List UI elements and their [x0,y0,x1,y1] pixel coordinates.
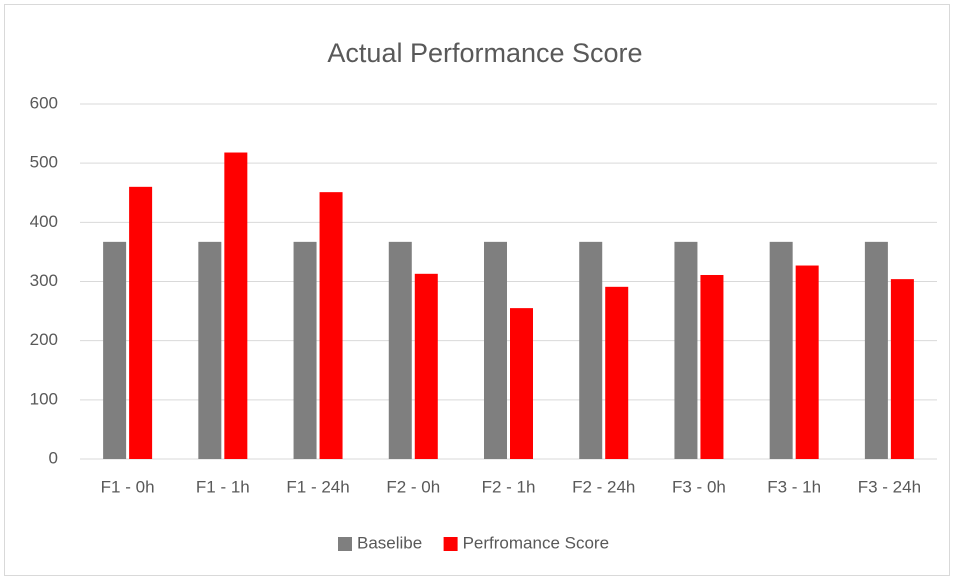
y-tick-label: 500 [30,153,58,172]
bar [293,241,317,459]
bar [700,274,724,459]
bar [224,152,248,459]
y-tick-label: 100 [30,389,58,408]
bar [769,241,793,459]
bar [864,241,888,459]
bar [890,279,914,459]
y-tick-label: 600 [30,93,58,112]
bar [484,241,507,459]
x-tick-label: F3 - 1h [767,477,821,496]
x-tick-label: F1 - 24h [286,477,349,496]
bar [414,273,438,459]
bar [510,308,533,459]
bar [388,241,412,459]
bar [674,241,698,459]
bar [319,192,343,460]
bar [795,265,819,459]
x-tick-label: F1 - 0h [101,477,155,496]
bar [198,241,222,459]
y-tick-label: 200 [30,330,58,349]
x-tick-label: F2 - 24h [572,477,635,496]
bar [579,241,603,459]
y-tick-label: 300 [30,271,58,290]
bar [129,186,153,460]
x-tick-label: F3 - 24h [858,477,921,496]
legend-label: Perfromance Score [463,533,609,552]
x-tick-label: F2 - 0h [386,477,440,496]
x-tick-label: F3 - 0h [672,477,726,496]
bar [605,286,629,459]
chart-title: Actual Performance Score [327,38,642,68]
x-tick-label: F1 - 1h [196,477,250,496]
legend-label: Baselibe [357,533,422,552]
y-tick-label: 0 [49,448,58,467]
x-tick-label: F2 - 1h [482,477,536,496]
legend-swatch [338,537,352,551]
legend-swatch [443,537,458,551]
bar [103,241,127,459]
y-tick-label: 400 [30,212,58,231]
